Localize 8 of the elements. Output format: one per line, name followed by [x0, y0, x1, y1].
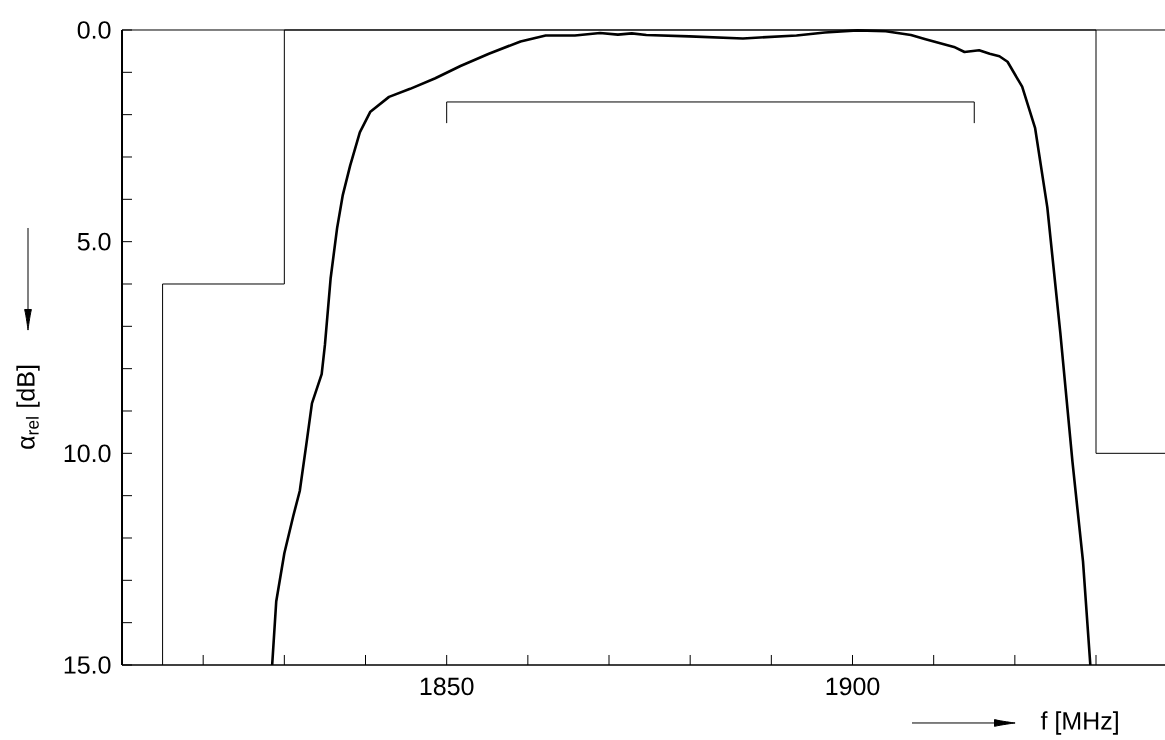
y-tick-label: 0.0 — [77, 21, 111, 39]
y-tick-label: 15.0 — [64, 656, 111, 674]
y-tick-label: 5.0 — [77, 232, 111, 251]
x-tick-label: 1850 — [420, 677, 474, 696]
y-axis-title: α$_{rel}$ [dB] — [16, 365, 40, 449]
x-tick-label: 1900 — [826, 677, 880, 696]
y-tick-label: 10.0 — [64, 444, 111, 463]
x-axis-title: f [MHz] — [1040, 711, 1118, 735]
